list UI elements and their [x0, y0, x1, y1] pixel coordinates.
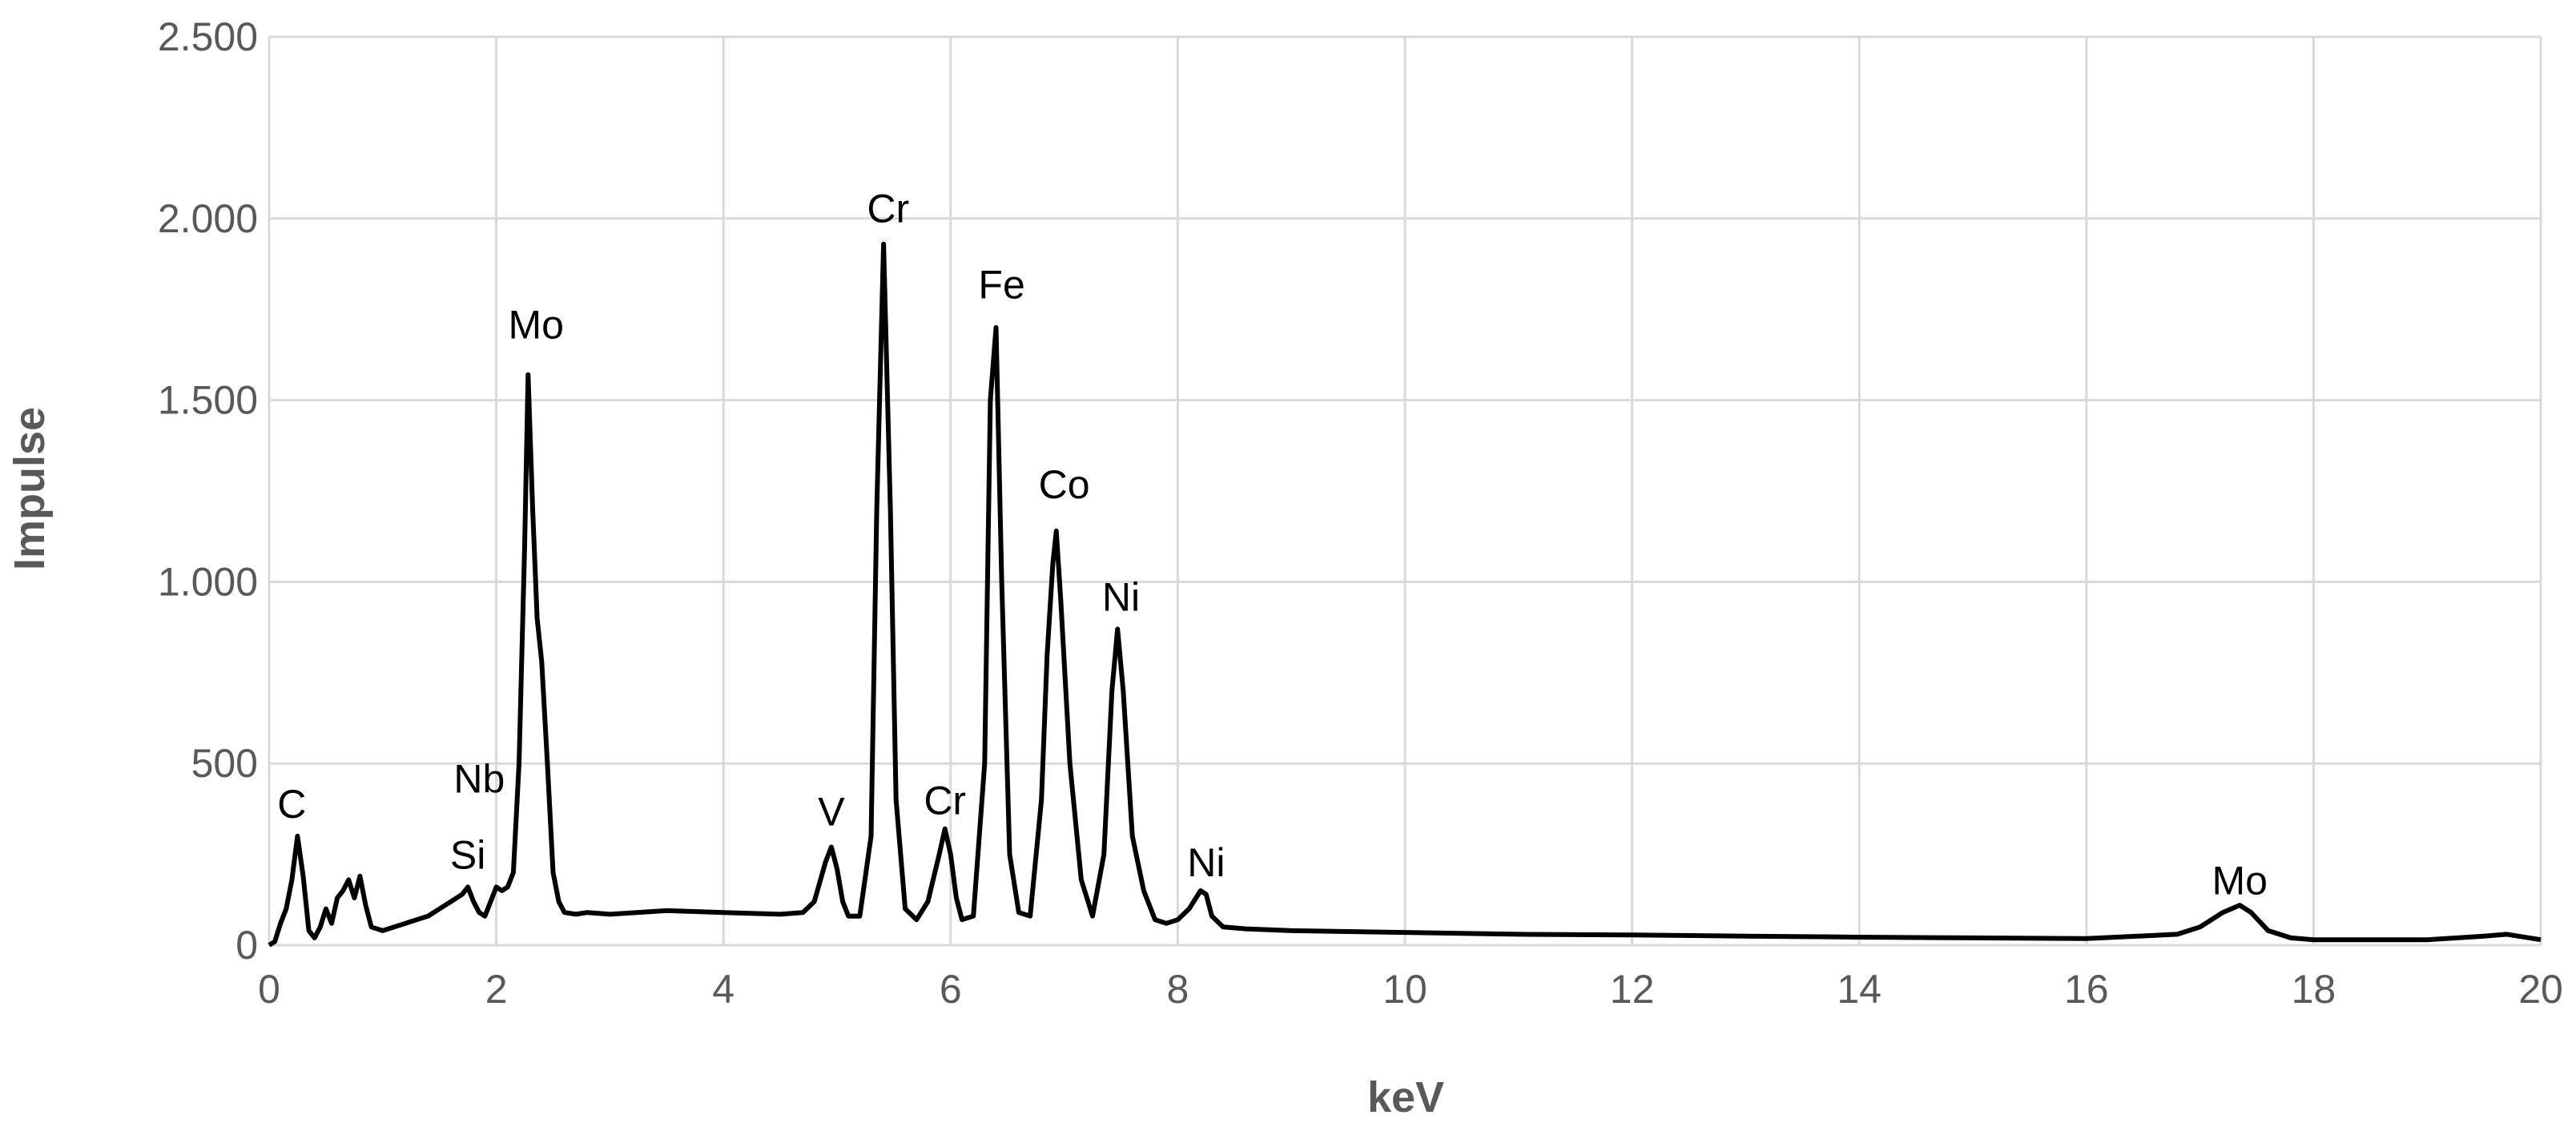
- x-tick-label: 20: [2518, 967, 2563, 1012]
- x-tick-label: 4: [712, 967, 735, 1012]
- peak-label: Mo: [508, 302, 563, 347]
- y-tick-label: 0: [235, 923, 258, 968]
- x-tick-label: 2: [485, 967, 508, 1012]
- y-tick-labels: 0 500 1.000 1.500 2.000 2.500: [158, 14, 258, 968]
- peak-label: Cr: [867, 186, 909, 231]
- x-tick-label: 0: [258, 967, 280, 1012]
- y-tick-label: 2.000: [158, 196, 258, 241]
- peak-label: Nb: [453, 756, 505, 801]
- x-tick-label: 12: [1610, 967, 1655, 1012]
- grid-lines: [269, 35, 2542, 945]
- y-tick-label: 1.500: [158, 378, 258, 423]
- y-tick-label: 2.500: [158, 14, 258, 59]
- peak-label: Cr: [924, 779, 966, 823]
- spectrum-line: [268, 241, 2542, 948]
- x-tick-label: 16: [2064, 967, 2109, 1012]
- x-tick-label: 14: [1837, 967, 1882, 1012]
- y-axis-title: Impulse: [6, 407, 54, 570]
- peak-label: Fe: [978, 263, 1024, 308]
- x-tick-label: 18: [2292, 967, 2337, 1012]
- x-tick-label: 6: [940, 967, 962, 1012]
- peak-label: Mo: [2212, 858, 2267, 903]
- x-axis-title: keV: [1367, 1073, 1444, 1121]
- y-tick-label: 1.000: [158, 559, 258, 604]
- peak-label: Ni: [1187, 840, 1225, 885]
- peak-label: V: [818, 789, 845, 834]
- peak-label: C: [277, 782, 306, 827]
- axis-lines: [268, 37, 2541, 947]
- x-tick-label: 10: [1383, 967, 1427, 1012]
- x-tick-label: 8: [1166, 967, 1189, 1012]
- x-tick-labels: 0 2 4 6 8 10 12 14 16 18 20: [258, 967, 2563, 1012]
- peak-label: Si: [450, 833, 485, 878]
- peak-labels: C Si Nb Mo V Cr Cr Fe Co Ni Ni Mo: [277, 186, 2268, 903]
- peak-label: Ni: [1102, 575, 1140, 620]
- y-tick-label: 500: [191, 741, 258, 786]
- peak-label: Co: [1039, 462, 1090, 507]
